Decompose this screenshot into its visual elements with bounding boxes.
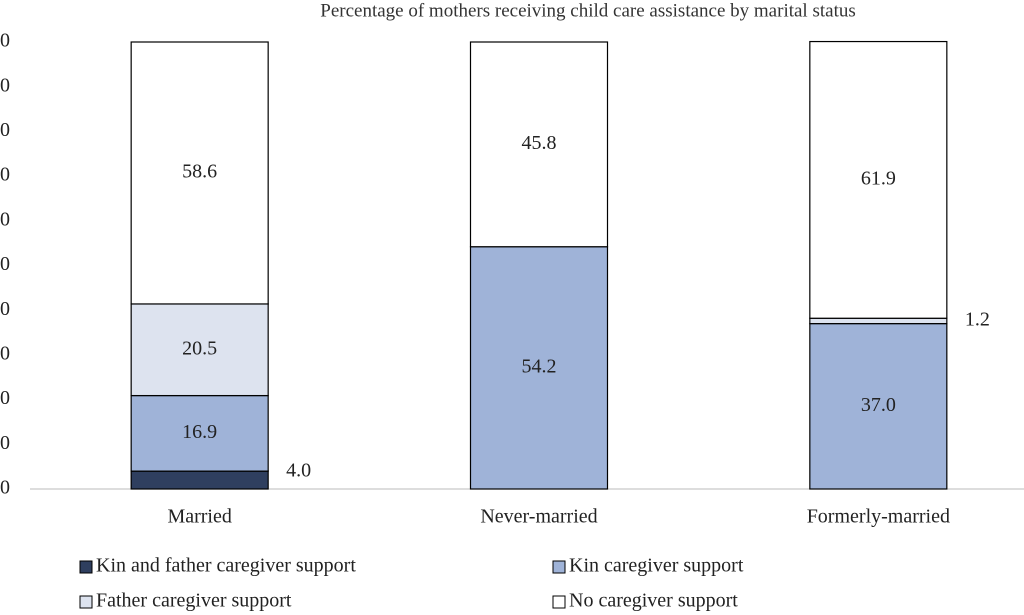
legend-swatch — [79, 595, 93, 609]
data-label: 20.5 — [182, 337, 217, 359]
bar-segment — [809, 323, 948, 490]
legend-label: Kin caregiver support — [569, 555, 744, 577]
y-tick-label: 90 — [0, 74, 10, 96]
y-tick-label: 0 — [0, 477, 10, 499]
data-label: 61.9 — [861, 167, 896, 189]
x-tick-label: Married — [167, 506, 231, 528]
bar-segment — [130, 303, 269, 397]
y-tick-label: 80 — [0, 119, 10, 141]
bar-segment — [130, 470, 269, 490]
data-label: 54.2 — [522, 355, 557, 377]
legend-swatch — [552, 595, 566, 609]
data-label: 45.8 — [522, 132, 557, 154]
y-tick-label: 100 — [0, 30, 10, 52]
chart-title: Percentage of mothers receiving child ca… — [320, 0, 856, 21]
y-tick-label: 70 — [0, 164, 10, 186]
legend-swatch — [552, 560, 566, 574]
data-label: 1.2 — [965, 309, 990, 331]
y-tick-label: 10 — [0, 432, 10, 454]
bar-segment — [469, 246, 609, 490]
legend-label: Father caregiver support — [96, 590, 292, 612]
bar-segment — [469, 41, 609, 248]
legend-label: Kin and father caregiver support — [96, 555, 356, 577]
bar-segment — [130, 394, 269, 472]
data-label: 37.0 — [861, 394, 896, 416]
x-tick-label: Formerly-married — [807, 506, 950, 528]
x-tick-label: Never-married — [480, 506, 597, 528]
data-label: 16.9 — [182, 421, 217, 443]
bar-segment — [809, 40, 948, 319]
data-label: 4.0 — [286, 460, 311, 482]
legend-label: No caregiver support — [569, 590, 738, 612]
bar-segment — [130, 41, 269, 305]
data-label: 58.6 — [182, 161, 217, 183]
bar-segment — [809, 317, 948, 325]
legend-swatch — [79, 560, 93, 574]
y-tick-label: 40 — [0, 298, 10, 320]
y-tick-label: 60 — [0, 208, 10, 230]
y-tick-label: 20 — [0, 387, 10, 409]
y-tick-label: 50 — [0, 253, 10, 275]
y-tick-label: 30 — [0, 342, 10, 364]
